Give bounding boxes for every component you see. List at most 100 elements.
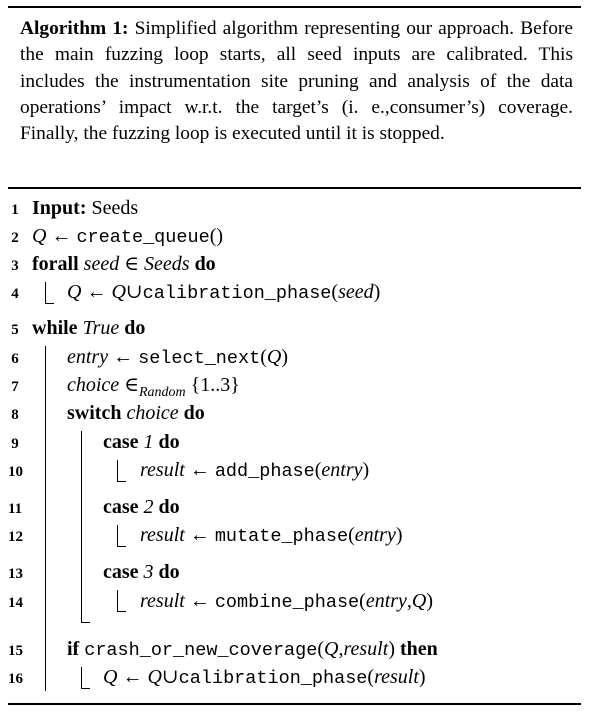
switch-block-bar bbox=[81, 431, 82, 623]
keyword-do: do bbox=[158, 561, 180, 583]
line-3-code: forall seed ∈ Seeds do bbox=[32, 253, 216, 275]
case-3-bar bbox=[117, 590, 118, 612]
line-number: 14 bbox=[8, 595, 23, 611]
choice-range: {1..3} bbox=[190, 374, 240, 396]
comma: , bbox=[406, 590, 412, 612]
var-choice: choice bbox=[67, 374, 120, 396]
assign-arrow: ← bbox=[86, 281, 107, 303]
func-select-next: select_next bbox=[138, 348, 261, 369]
forall-block-bar bbox=[45, 282, 46, 304]
paren-open: ( bbox=[317, 638, 325, 660]
paren-close: ) bbox=[373, 281, 381, 303]
line-number: 16 bbox=[8, 671, 23, 687]
var-seed: seed bbox=[338, 281, 374, 303]
var-entry: entry bbox=[354, 524, 396, 546]
keyword-while: while bbox=[32, 317, 78, 339]
bottom-rule bbox=[8, 703, 581, 705]
var-q: Q bbox=[103, 666, 118, 688]
union-operator: ∪ bbox=[161, 666, 179, 688]
switch-block-end bbox=[81, 622, 90, 623]
if-block-bar bbox=[81, 667, 82, 689]
paren-open: ( bbox=[367, 666, 375, 688]
line-13-code: case 3 do bbox=[103, 561, 180, 583]
paren-open: ( bbox=[314, 459, 322, 481]
var-q: Q bbox=[67, 281, 82, 303]
assign-arrow: ← bbox=[189, 459, 210, 481]
paren-close: ) bbox=[216, 225, 224, 247]
keyword-do: do bbox=[183, 402, 205, 424]
keyword-if: if bbox=[67, 638, 80, 660]
paren-close: ) bbox=[395, 524, 403, 546]
line-4-code: Q ← Q∪calibration_phase(seed) bbox=[67, 281, 380, 305]
line-number: 12 bbox=[8, 529, 23, 545]
seeds-text: Seeds bbox=[91, 197, 139, 219]
func-crash-or-new-coverage: crash_or_new_coverage bbox=[84, 640, 318, 661]
line-5-code: while True do bbox=[32, 317, 145, 339]
line-number: 5 bbox=[11, 322, 19, 338]
var-q: Q bbox=[266, 346, 282, 368]
assign-arrow: ← bbox=[51, 225, 72, 247]
line-16-code: Q ← Q∪calibration_phase(result) bbox=[103, 666, 426, 690]
var-q: Q bbox=[324, 638, 339, 660]
func-create-queue: create_queue bbox=[76, 227, 210, 248]
paren-open: ( bbox=[359, 590, 366, 612]
func-mutate-phase: mutate_phase bbox=[214, 526, 349, 547]
element-of: ∈ bbox=[124, 253, 140, 275]
line-11-code: case 2 do bbox=[103, 496, 180, 518]
assign-arrow: ← bbox=[189, 524, 210, 546]
case-value-3: 3 bbox=[143, 561, 154, 583]
top-rule bbox=[8, 6, 581, 8]
line-number: 2 bbox=[11, 230, 19, 246]
paren-close: ) bbox=[418, 666, 426, 688]
case-1-bar bbox=[117, 460, 118, 482]
paren-close: ) bbox=[388, 638, 395, 660]
var-result: result bbox=[140, 524, 185, 546]
paren-open: ( bbox=[348, 524, 355, 546]
var-entry: entry bbox=[321, 459, 363, 481]
var-seed: seed bbox=[83, 253, 120, 275]
line-number: 11 bbox=[8, 501, 23, 517]
func-calibration-phase: calibration_phase bbox=[142, 283, 332, 304]
line-14-code: result ← combine_phase(entry,Q) bbox=[140, 590, 433, 614]
line-number: 4 bbox=[11, 286, 19, 302]
line-number: 8 bbox=[11, 407, 19, 423]
func-add-phase: add_phase bbox=[214, 461, 315, 482]
case-2-bar bbox=[117, 525, 118, 547]
value-true: True bbox=[82, 317, 120, 339]
case-1-end bbox=[117, 481, 126, 482]
line-6-code: entry ← select_next(Q) bbox=[67, 346, 288, 370]
keyword-do: do bbox=[124, 317, 146, 339]
line-12-code: result ← mutate_phase(entry) bbox=[140, 524, 403, 548]
keyword-case: case bbox=[103, 431, 139, 453]
func-combine-phase: combine_phase bbox=[214, 592, 360, 613]
case-value-1: 1 bbox=[143, 431, 154, 453]
var-choice: choice bbox=[126, 402, 179, 424]
caption-separator-rule bbox=[8, 187, 581, 189]
random-subscript: Random bbox=[139, 385, 186, 400]
paren-open: ( bbox=[209, 225, 217, 247]
comma: , bbox=[338, 638, 344, 660]
case-value-2: 2 bbox=[143, 496, 154, 518]
var-entry: entry bbox=[67, 346, 109, 368]
line-2-code: Q ← create_queue() bbox=[32, 225, 223, 249]
line-7-code: choice ∈Random {1..3} bbox=[67, 374, 240, 400]
var-result: result bbox=[343, 638, 389, 660]
caption-label: Algorithm 1: bbox=[20, 18, 129, 39]
assign-arrow: ← bbox=[189, 590, 210, 612]
keyword-do: do bbox=[194, 253, 216, 275]
func-calibration-phase: calibration_phase bbox=[178, 668, 368, 689]
paren-close: ) bbox=[281, 346, 289, 368]
var-seeds: Seeds bbox=[144, 253, 190, 275]
while-block-bar bbox=[45, 346, 46, 691]
case-2-end bbox=[117, 546, 126, 547]
line-number: 13 bbox=[8, 566, 23, 582]
assign-arrow: ← bbox=[122, 666, 143, 688]
case-3-end bbox=[117, 611, 126, 612]
paren-open: ( bbox=[260, 346, 267, 368]
forall-block-end bbox=[45, 303, 54, 304]
line-number: 6 bbox=[11, 351, 19, 367]
line-number: 1 bbox=[11, 202, 19, 218]
line-number: 10 bbox=[8, 464, 23, 480]
line-number: 3 bbox=[11, 258, 19, 274]
